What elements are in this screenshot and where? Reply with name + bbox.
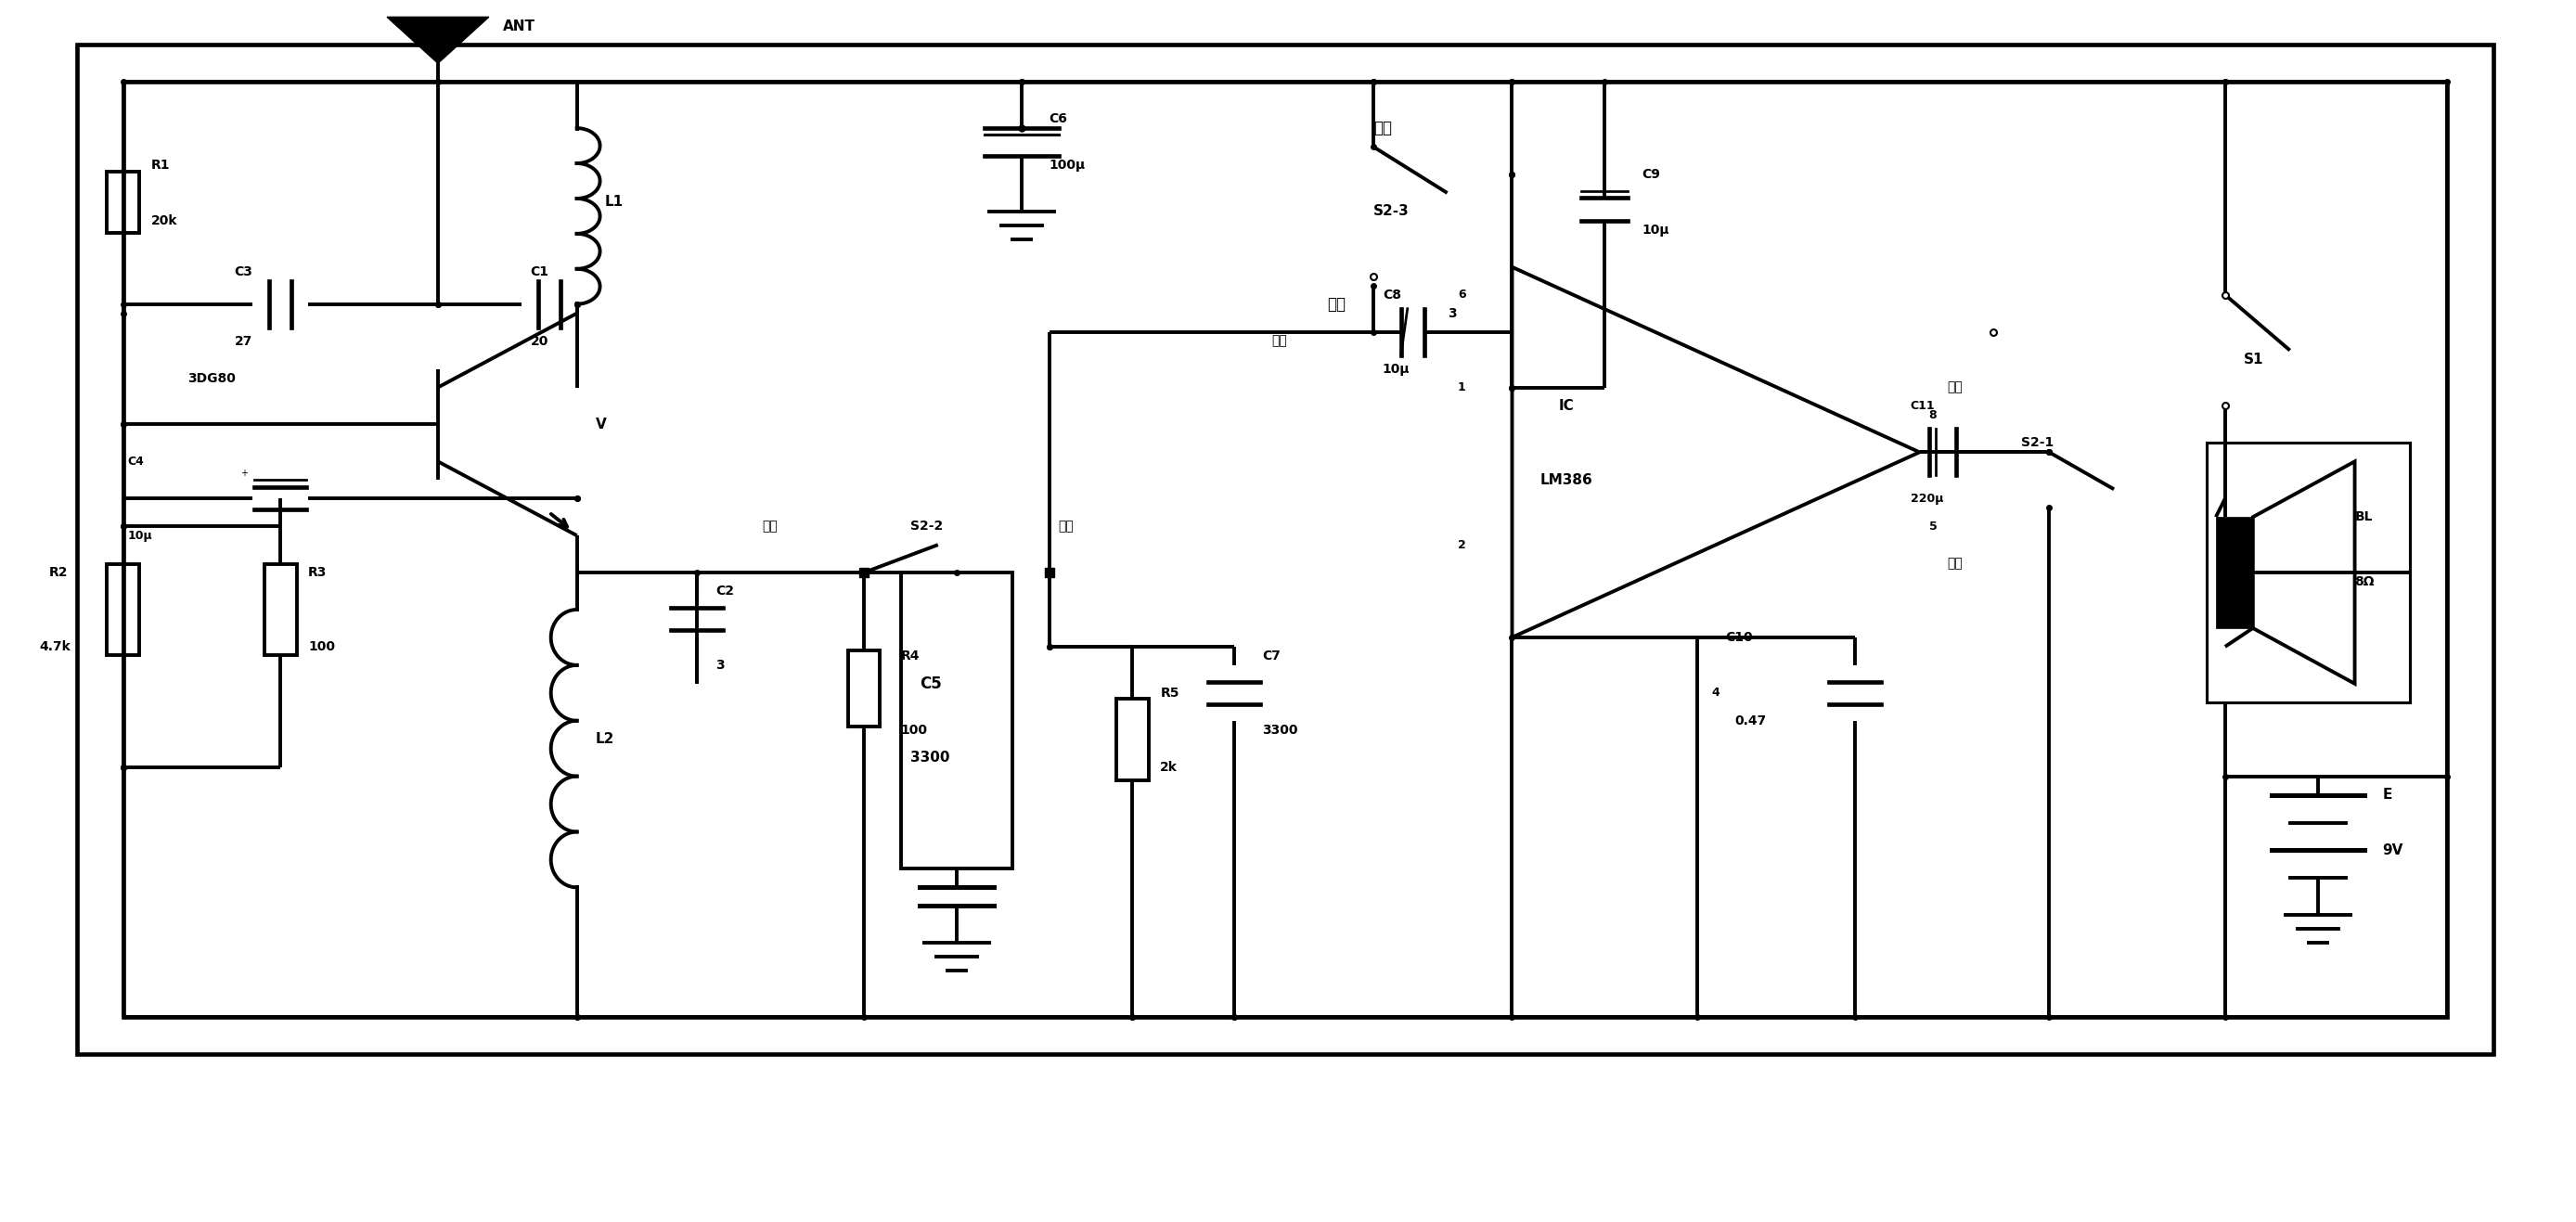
Text: IC: IC — [1558, 398, 1574, 413]
Text: R4: R4 — [902, 649, 920, 662]
Text: 8: 8 — [1929, 409, 1937, 422]
Text: 1: 1 — [1458, 381, 1466, 393]
Text: R5: R5 — [1159, 687, 1180, 699]
Text: 接收: 接收 — [1327, 296, 1345, 313]
Text: R2: R2 — [49, 566, 67, 579]
Text: 100: 100 — [902, 723, 927, 737]
Text: E: E — [2383, 788, 2393, 802]
Bar — [106, 563, 139, 655]
Text: BL: BL — [2354, 511, 2372, 523]
Text: 10μ: 10μ — [1641, 224, 1669, 237]
Text: 100μ: 100μ — [1048, 159, 1084, 171]
Text: 8Ω: 8Ω — [2354, 576, 2375, 588]
Text: 20k: 20k — [152, 214, 178, 227]
Text: 接收: 接收 — [1273, 335, 1288, 347]
Text: 2k: 2k — [1159, 760, 1177, 774]
Text: 27: 27 — [234, 335, 252, 347]
Bar — [1115, 699, 1149, 780]
Text: 10μ: 10μ — [129, 529, 152, 541]
Bar — [265, 563, 296, 655]
Bar — [106, 171, 139, 232]
Text: 3: 3 — [716, 659, 724, 672]
Text: 10μ: 10μ — [1383, 363, 1409, 375]
Text: 220μ: 220μ — [1911, 492, 1942, 505]
Text: 9V: 9V — [2383, 843, 2403, 858]
Text: 发信: 发信 — [1947, 557, 1963, 569]
Text: C2: C2 — [716, 584, 734, 598]
Text: R3: R3 — [309, 566, 327, 579]
Text: 3300: 3300 — [1262, 723, 1298, 737]
Text: 4: 4 — [1710, 687, 1721, 699]
Text: 3DG80: 3DG80 — [188, 371, 237, 385]
Text: 2: 2 — [1458, 539, 1466, 551]
Text: L2: L2 — [595, 732, 613, 747]
Text: 接收: 接收 — [1947, 381, 1963, 393]
Text: V: V — [595, 418, 605, 431]
Bar — [77, 45, 2494, 1055]
Text: C7: C7 — [1262, 649, 1280, 662]
Text: C6: C6 — [1048, 112, 1066, 126]
Text: 0.47: 0.47 — [1734, 714, 1767, 727]
Text: S2-2: S2-2 — [909, 519, 943, 533]
Text: 3300: 3300 — [909, 750, 951, 765]
Bar — [902, 573, 1012, 869]
Text: 5: 5 — [1929, 521, 1937, 533]
Text: C4: C4 — [129, 456, 144, 468]
Bar — [2208, 442, 2411, 703]
Text: 发信: 发信 — [762, 519, 778, 533]
Bar — [124, 82, 2447, 1017]
Text: LM386: LM386 — [1540, 473, 1592, 486]
Text: +: + — [240, 469, 247, 478]
Text: C9: C9 — [1641, 167, 1659, 181]
Text: C10: C10 — [1726, 631, 1752, 644]
Text: ANT: ANT — [502, 20, 536, 33]
Text: S2-1: S2-1 — [2022, 436, 2053, 450]
Text: C8: C8 — [1383, 288, 1401, 302]
Text: C11: C11 — [1911, 400, 1935, 412]
Bar — [848, 650, 881, 727]
Text: L1: L1 — [605, 196, 623, 209]
Text: S2-3: S2-3 — [1373, 204, 1409, 219]
Text: 发信: 发信 — [1373, 120, 1391, 137]
Text: 4.7k: 4.7k — [39, 640, 72, 653]
Text: S1: S1 — [2244, 353, 2264, 367]
Text: C1: C1 — [531, 265, 549, 279]
Text: R1: R1 — [152, 159, 170, 171]
Text: 接收: 接收 — [1059, 519, 1074, 533]
Polygon shape — [386, 17, 489, 64]
Text: C3: C3 — [234, 265, 252, 279]
Text: 20: 20 — [531, 335, 549, 347]
Bar — [2215, 517, 2254, 628]
Text: 100: 100 — [309, 640, 335, 653]
Text: 6: 6 — [1458, 288, 1466, 301]
Text: 3: 3 — [1448, 307, 1455, 320]
Text: C5: C5 — [920, 676, 940, 692]
